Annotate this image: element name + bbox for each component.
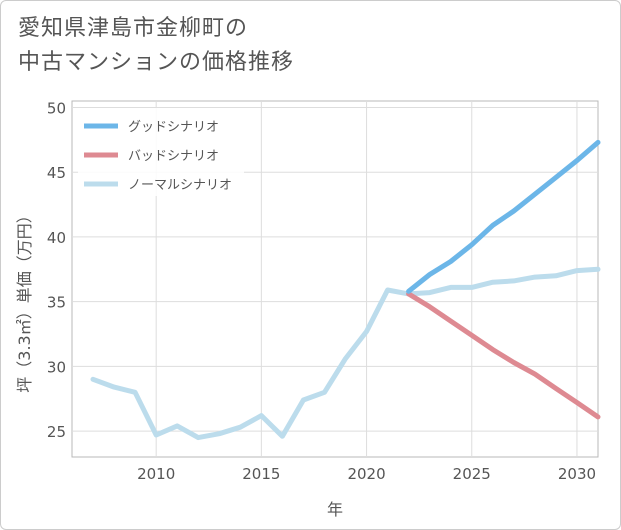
legend-box bbox=[78, 108, 244, 196]
chart-title: 愛知県津島市金柳町の 中古マンションの価格推移 bbox=[18, 12, 294, 80]
y-tick-label: 25 bbox=[47, 423, 66, 441]
y-axis-title: 坪（3.3㎡）単価（万円） bbox=[15, 207, 34, 392]
x-tick-label: 2020 bbox=[347, 465, 385, 483]
normal-scenario-line bbox=[90, 266, 601, 441]
grid-lines bbox=[72, 101, 598, 457]
legend-label-normal: ノーマルシナリオ bbox=[128, 178, 232, 193]
legend: グッドシナリオ バッドシナリオ ノーマルシナリオ bbox=[78, 108, 244, 196]
y-tick-label: 30 bbox=[47, 358, 66, 376]
x-tick-label: 2030 bbox=[558, 465, 596, 483]
y-tick-label: 35 bbox=[47, 294, 66, 312]
y-axis-ticks: 25 30 35 40 45 50 bbox=[47, 99, 66, 441]
y-tick-label: 40 bbox=[47, 229, 66, 247]
legend-label-good: グッドシナリオ bbox=[128, 120, 219, 135]
title-line-2: 中古マンションの価格推移 bbox=[18, 50, 295, 75]
x-axis-title: 年 bbox=[327, 500, 343, 519]
y-tick-label: 45 bbox=[47, 164, 66, 182]
x-tick-label: 2015 bbox=[242, 465, 280, 483]
x-tick-label: 2010 bbox=[137, 465, 175, 483]
y-tick-label: 50 bbox=[47, 99, 66, 117]
series-lines bbox=[90, 139, 601, 441]
bad-scenario-line bbox=[406, 291, 601, 420]
good-scenario-line bbox=[406, 139, 601, 294]
title-line-1: 愛知県津島市金柳町の bbox=[18, 16, 249, 41]
x-axis-ticks: 2010 2015 2020 2025 2030 bbox=[137, 465, 596, 483]
x-tick-label: 2025 bbox=[453, 465, 491, 483]
legend-label-bad: バッドシナリオ bbox=[128, 149, 219, 164]
